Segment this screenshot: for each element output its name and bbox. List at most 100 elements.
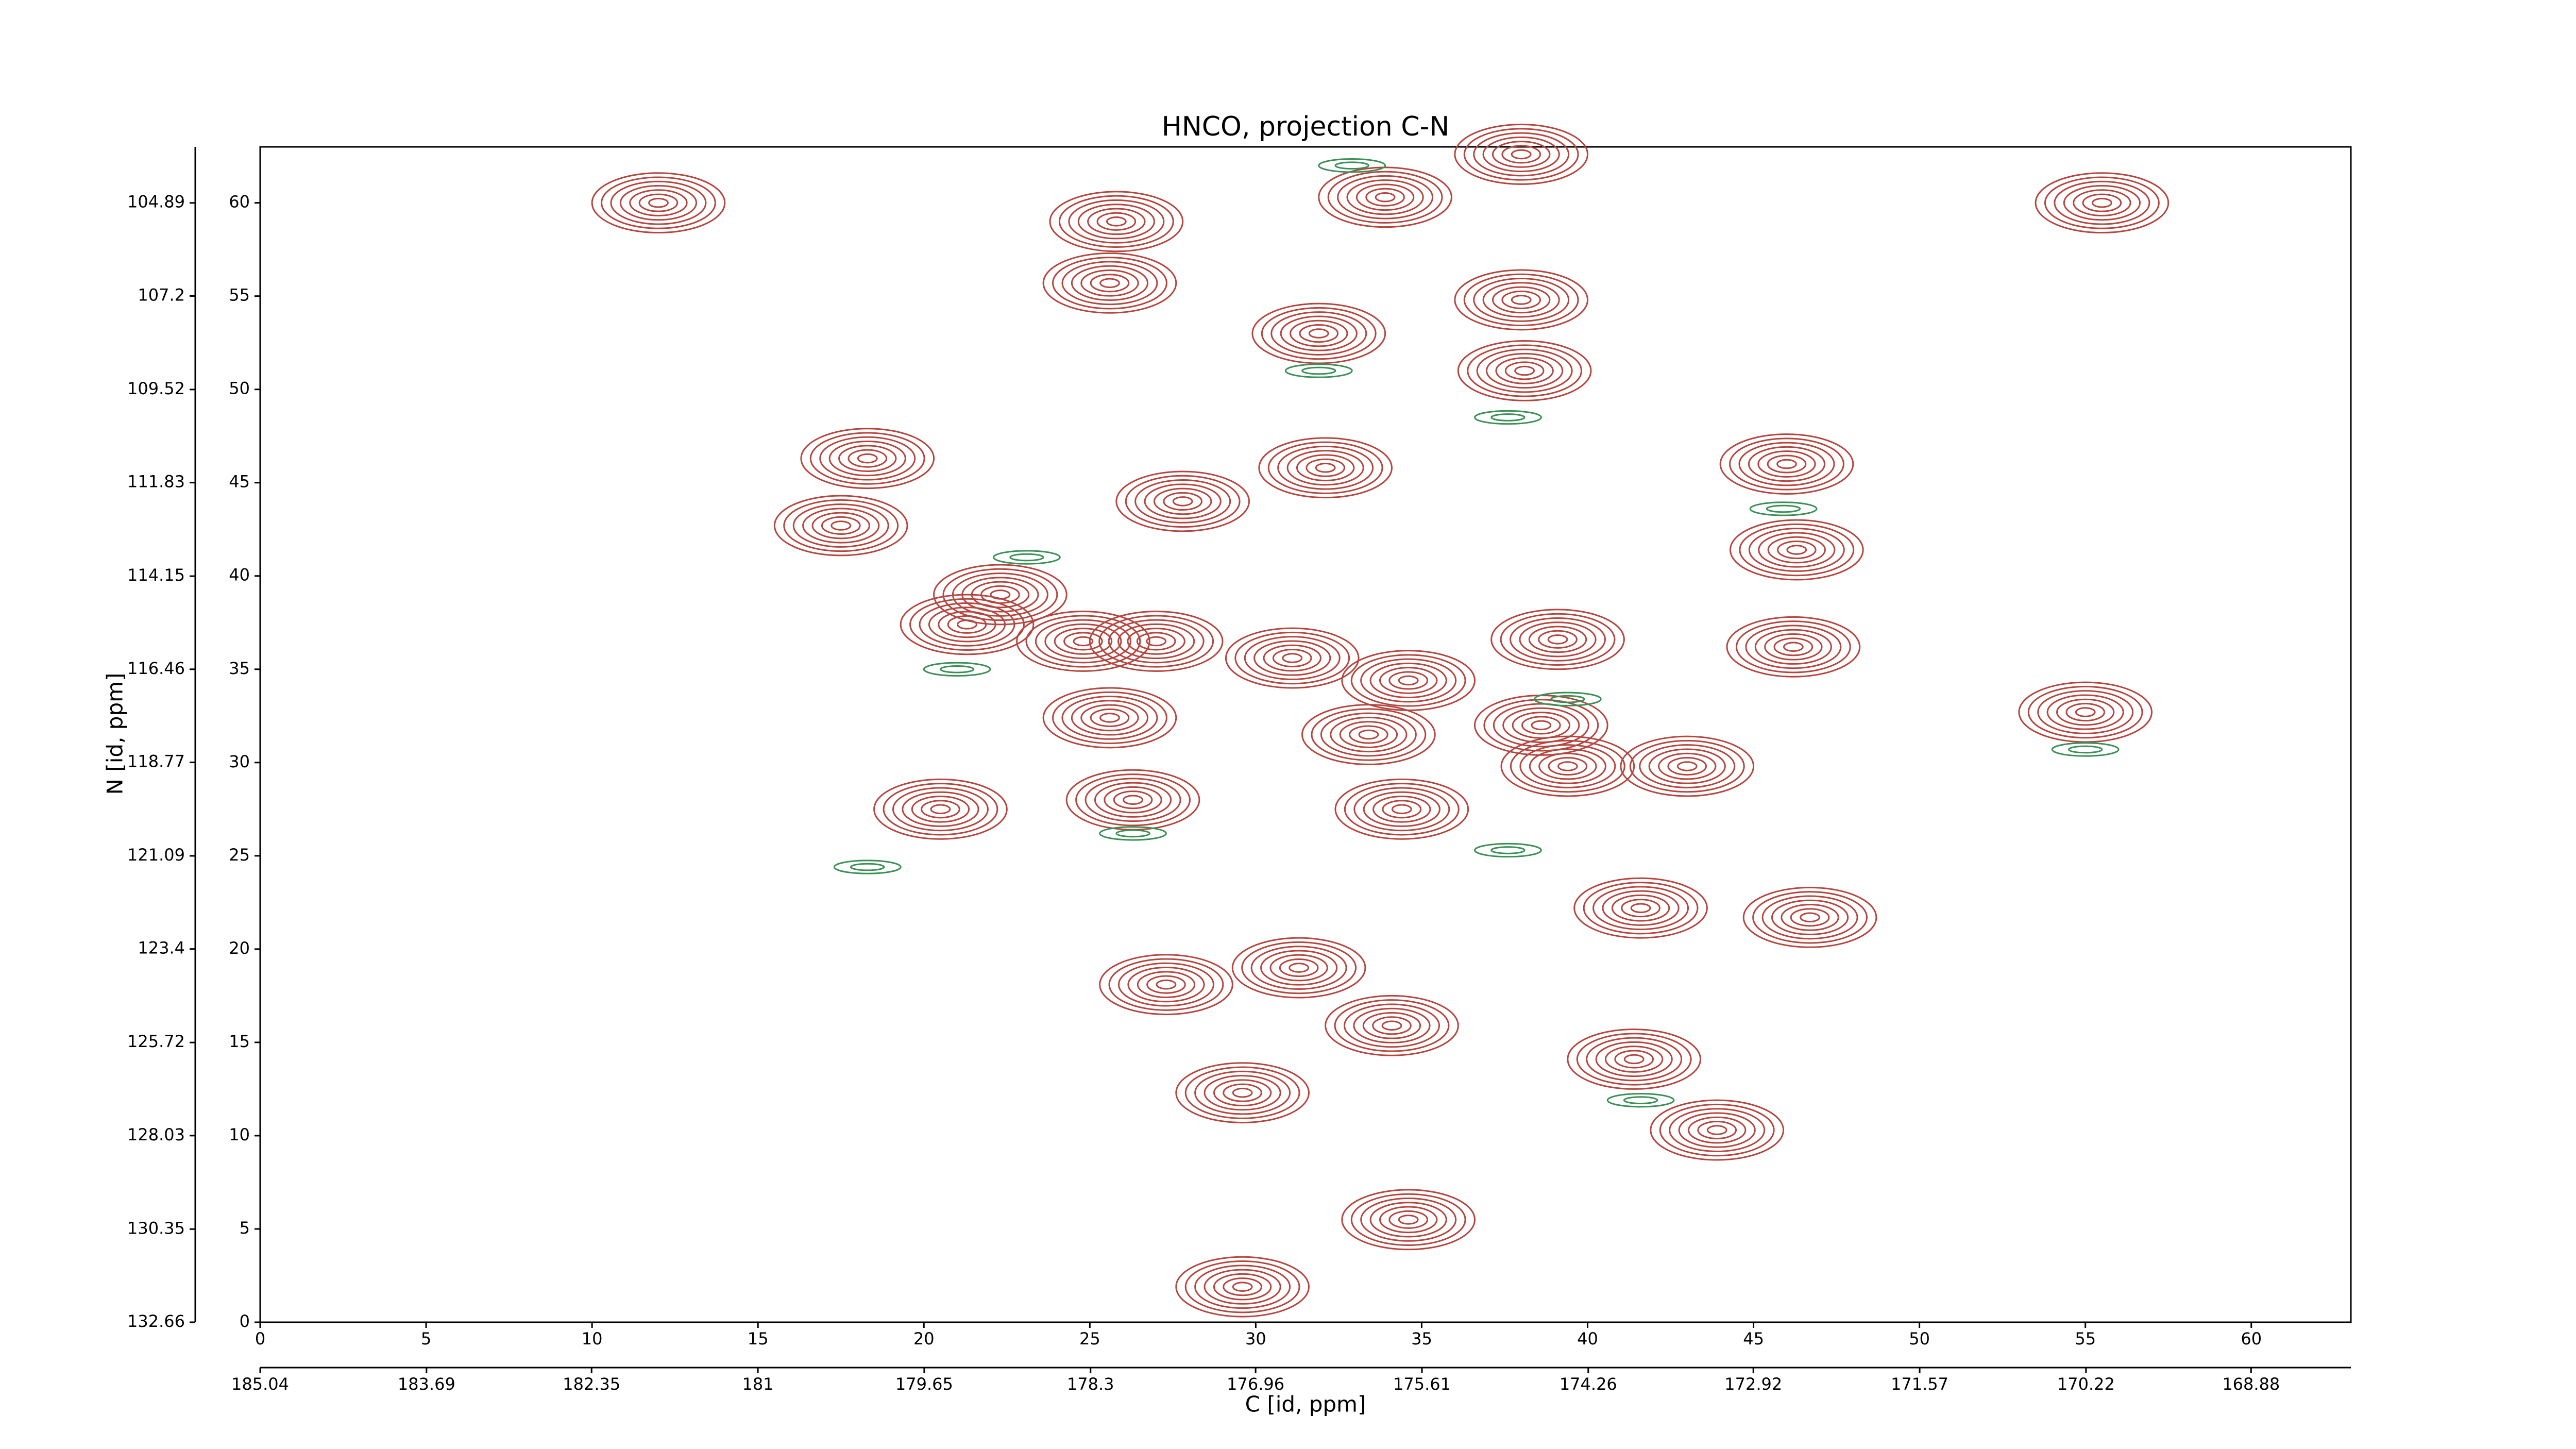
contour-line (1084, 778, 1181, 822)
x2-tick-label: 181 (742, 1374, 774, 1394)
contour-line (1790, 908, 1830, 927)
contour-line (1232, 1087, 1253, 1098)
x-tick-label: 45 (1743, 1329, 1764, 1349)
contour-line (1500, 735, 1635, 797)
y-tick-label: 20 (229, 938, 250, 958)
contour-line (1676, 761, 1698, 771)
contour-line (942, 568, 1058, 621)
contour-line (2046, 694, 2124, 730)
x2-tick-label: 185.04 (231, 1374, 289, 1394)
contour-line (800, 428, 935, 490)
contour-line (1379, 667, 1438, 694)
contour-line (811, 512, 870, 540)
contour-line (1115, 470, 1250, 532)
y-tick-label: 15 (229, 1032, 250, 1051)
contour-line (1204, 1075, 1281, 1111)
contour-line (2082, 193, 2122, 212)
contour-line (1153, 487, 1212, 515)
contour-line (1360, 1197, 1457, 1242)
contour-line (857, 453, 878, 464)
contour-line (601, 176, 716, 229)
contour-line (792, 503, 889, 548)
contour-line (1521, 716, 1561, 735)
contour-line (928, 606, 1006, 643)
contour-line (909, 598, 1025, 651)
contour-line (2018, 681, 2153, 743)
contour-line (1547, 634, 1568, 645)
contour-line (1752, 891, 1868, 944)
contour-line (1375, 192, 1396, 203)
contour-line (1009, 553, 1044, 562)
x-tick-label: 60 (2241, 1329, 2262, 1349)
contour-line (1330, 716, 1408, 753)
contour-line (1398, 1215, 1419, 1225)
x-tick-label: 35 (1411, 1329, 1432, 1349)
y2-tick-label: 123.4 (138, 938, 185, 958)
contour-line (1136, 632, 1176, 651)
contour-line (1510, 617, 1606, 662)
contour-line (1719, 433, 1854, 495)
contour-line (1090, 274, 1130, 293)
contour-line (1213, 1273, 1272, 1301)
contour-line (1573, 877, 1708, 939)
contour-line (1726, 616, 1861, 678)
contour-line (1611, 894, 1670, 922)
contour-line (1087, 208, 1146, 235)
contour-line (923, 662, 991, 677)
contour-line (1758, 532, 1836, 568)
contour-line (1327, 171, 1443, 224)
contour-line (1054, 628, 1113, 655)
contour-line (1223, 1277, 1262, 1296)
contour-line (1301, 704, 1436, 765)
y-tick-label: 50 (229, 379, 250, 398)
contour-line (1172, 496, 1193, 507)
contour-line (1773, 637, 1814, 656)
contour-line (1504, 361, 1545, 380)
contour-line (1786, 545, 1807, 555)
contour-line (1457, 340, 1592, 401)
contour-line (1175, 1062, 1310, 1124)
contour-line (2073, 189, 2131, 216)
contour-line (1325, 995, 1459, 1056)
contour-line (1557, 761, 1578, 771)
contour-line (1044, 623, 1122, 660)
contour-line (1781, 903, 1839, 931)
x-tick-label: 10 (582, 1329, 603, 1349)
x2-tick-label: 182.35 (563, 1374, 620, 1394)
contour-line (802, 508, 880, 544)
contour-line (1156, 979, 1177, 990)
contour-line (1261, 307, 1377, 360)
x-tick-label: 15 (748, 1329, 769, 1349)
x2-tick-label: 168.88 (2222, 1374, 2280, 1394)
contour-line (1623, 1096, 1658, 1104)
contour-line (1583, 882, 1699, 935)
contour-line (1369, 1202, 1447, 1238)
contour-line (939, 665, 975, 673)
contour-line (1500, 613, 1616, 666)
chart-title: HNCO, projection C-N (1162, 111, 1450, 142)
contour-line (1234, 631, 1350, 685)
y-tick-label: 45 (229, 472, 250, 492)
contour-line (1463, 128, 1579, 181)
contour-line (1098, 615, 1214, 668)
x-tick-label: 40 (1577, 1329, 1598, 1349)
contour-line (1639, 744, 1736, 788)
contour-line (1659, 1103, 1775, 1157)
contour-line (1511, 295, 1532, 305)
contour-line (1650, 1099, 1785, 1161)
y-tick-label: 5 (240, 1218, 250, 1238)
y-tick-label: 60 (229, 192, 250, 212)
contour-line (1379, 1206, 1438, 1234)
contour-line (1658, 752, 1717, 780)
x-tick-label: 0 (255, 1329, 265, 1349)
contour-line (947, 615, 987, 634)
contour-line (1346, 179, 1424, 215)
contour-line (629, 189, 688, 216)
contour-line (933, 564, 1067, 626)
contour-line (2035, 172, 2170, 234)
contour-line (2051, 742, 2120, 757)
contour-line (1358, 729, 1379, 740)
contour-line (1576, 1033, 1692, 1086)
contour-line (1353, 787, 1450, 832)
y2-tick-label: 109.52 (127, 379, 185, 398)
